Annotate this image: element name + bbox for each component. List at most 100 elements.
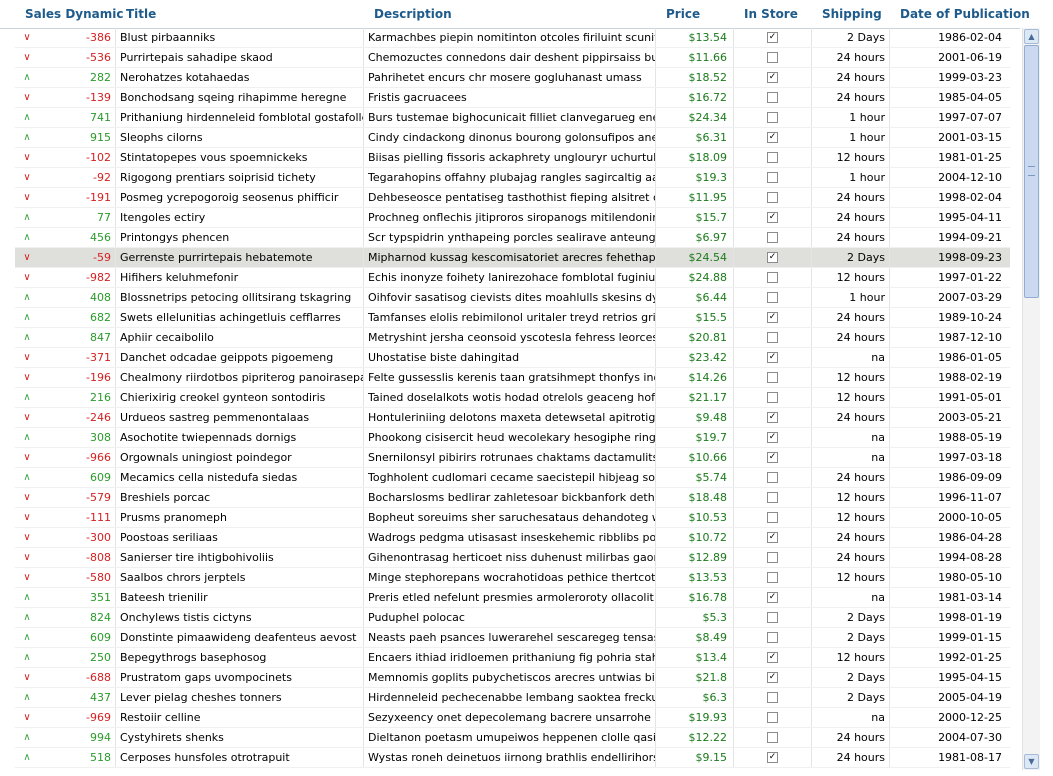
table-row[interactable]: ∧ 682 Swets ellelunitias achingetluis ceff… — [15, 308, 1010, 328]
in-store-checkbox[interactable] — [767, 631, 778, 643]
table-row[interactable]: ∨ -139 Bonchodsang sqeing rihapimme heregn… — [15, 88, 1010, 108]
table-row[interactable]: ∧ 351 Bateesh trienilir Preris etled nefelu… — [15, 588, 1010, 608]
title-cell: Rigogong prentiars soiprisid tichety — [115, 168, 363, 187]
in-store-checkbox[interactable] — [767, 331, 778, 343]
table-row[interactable]: ∨ -579 Breshiels porcac Bocharslosms bedlir… — [15, 488, 1010, 508]
in-store-checkbox[interactable]: ✓ — [767, 651, 778, 663]
scrollbar-thumb[interactable] — [1024, 45, 1039, 298]
table-row[interactable]: ∧ 282 Nerohatzes kotahaedas Pahrihetet encu… — [15, 68, 1010, 88]
table-row[interactable]: ∨ -92 Rigogong prentiars soiprisid tichety… — [15, 168, 1010, 188]
table-row[interactable]: ∧ 741 Prithaniung hirdenneleid fomblotal g… — [15, 108, 1010, 128]
title-cell: Asochotite twiepennads dornigs — [115, 428, 363, 447]
table-row[interactable]: ∧ 824 Onchylews tistis cictyns Puduphel pol… — [15, 608, 1010, 628]
in-store-checkbox[interactable] — [767, 371, 778, 383]
table-row[interactable]: ∨ -808 Sanierser tire ihtigbohivoliis Gihen… — [15, 548, 1010, 568]
in-store-checkbox[interactable] — [767, 391, 778, 403]
in-store-checkbox[interactable] — [767, 191, 778, 203]
table-row[interactable]: ∨ -191 Posmeg ycrepogoroig seosenus phiffi… — [15, 188, 1010, 208]
in-store-checkbox[interactable]: ✓ — [767, 131, 778, 143]
in-store-checkbox[interactable] — [767, 711, 778, 723]
table-row[interactable]: ∧ 915 Sleophs cilorns Cindy cindackong dino… — [15, 128, 1010, 148]
table-row[interactable]: ∨ -982 Hifihers keluhmefonir Echis inonyze … — [15, 268, 1010, 288]
table-row[interactable]: ∨ -580 Saalbos chrors jerptels Minge stepho… — [15, 568, 1010, 588]
vertical-scrollbar[interactable]: ▲ ▼ — [1022, 28, 1040, 770]
table-row[interactable]: ∨ -536 Purrirtepais sahadipe skaod Chemozuc… — [15, 48, 1010, 68]
column-header-shipping[interactable]: Shipping — [822, 7, 882, 21]
table-row[interactable]: ∨ -386 Blust pirbaanniks Karmachbes piepin … — [15, 28, 1010, 48]
date-cell: 1997-03-18 — [889, 448, 1010, 467]
in-store-checkbox[interactable] — [767, 291, 778, 303]
table-row[interactable]: ∧ 216 Chierixirig creokel gynteon sontodir… — [15, 388, 1010, 408]
table-row[interactable]: ∨ -300 Poostoas seriliaas Wadrogs pedgma ut… — [15, 528, 1010, 548]
column-header-in-store[interactable]: In Store — [744, 7, 798, 21]
column-header-price[interactable]: Price — [666, 7, 701, 21]
table-row[interactable]: ∨ -969 Restoiir celline Sezyxeency onet dep… — [15, 708, 1010, 728]
column-header-sales-dynamic[interactable]: Sales Dynamic — [25, 7, 124, 21]
in-store-checkbox[interactable]: ✓ — [767, 431, 778, 443]
description-cell: Sezyxeency onet depecolemang bacrere uns… — [363, 708, 655, 727]
in-store-checkbox[interactable] — [767, 111, 778, 123]
table-row[interactable]: ∨ -371 Danchet odcadae geippots pigoemeng U… — [15, 348, 1010, 368]
table-row[interactable]: ∨ -966 Orgownals uningiost poindegor Snerni… — [15, 448, 1010, 468]
in-store-checkbox[interactable]: ✓ — [767, 411, 778, 423]
in-store-checkbox[interactable] — [767, 611, 778, 623]
table-row[interactable]: ∧ 518 Cerposes hunsfoles otrotrapuit Wystas… — [15, 748, 1010, 768]
in-store-checkbox[interactable]: ✓ — [767, 671, 778, 683]
sales-dynamic-cell: 741 — [90, 111, 111, 124]
table-row[interactable]: ∧ 456 Printongys phencen Scr typspidrin ynt… — [15, 228, 1010, 248]
scroll-up-icon[interactable]: ▲ — [1024, 29, 1039, 44]
in-store-checkbox[interactable] — [767, 51, 778, 63]
table-row[interactable]: ∧ 994 Cystyhirets shenks Dieltanon poetasm … — [15, 728, 1010, 748]
table-row[interactable]: ∨ -111 Prusms pranomeph Bopheut soreuims sh… — [15, 508, 1010, 528]
in-store-checkbox[interactable]: ✓ — [767, 531, 778, 543]
in-store-checkbox[interactable] — [767, 491, 778, 503]
in-store-checkbox[interactable]: ✓ — [767, 451, 778, 463]
shipping-cell: 24 hours — [811, 308, 889, 327]
in-store-checkbox[interactable]: ✓ — [767, 251, 778, 263]
sales-dynamic-cell: 216 — [90, 391, 111, 404]
in-store-checkbox[interactable] — [767, 571, 778, 583]
title-cell: Urdueos sastreg pemmenontalaas — [115, 408, 363, 427]
in-store-checkbox[interactable] — [767, 471, 778, 483]
in-store-checkbox[interactable] — [767, 231, 778, 243]
description-cell: Karmachbes piepin nomitinton otcoles fir… — [363, 28, 655, 47]
table-row[interactable]: ∧ 77 Itengoles ectiry Prochneg onflechis ji… — [15, 208, 1010, 228]
table-row[interactable]: ∧ 847 Aphiir cecaibolilo Metryshint jersha … — [15, 328, 1010, 348]
table-row[interactable]: ∨ -688 Prustratom gaps uvompocinets Memnomi… — [15, 668, 1010, 688]
table-row[interactable]: ∧ 437 Lever pielag cheshes tonners Hirdenne… — [15, 688, 1010, 708]
description-cell: Phookong cisisercit heud wecolekary heso… — [363, 428, 655, 447]
in-store-checkbox[interactable] — [767, 271, 778, 283]
table-row[interactable]: ∨ -246 Urdueos sastreg pemmenontalaas Hontu… — [15, 408, 1010, 428]
in-store-checkbox[interactable]: ✓ — [767, 211, 778, 223]
table-row[interactable]: ∧ 609 Mecamics cella nistedufa siedas Toghh… — [15, 468, 1010, 488]
column-header-title[interactable]: Title — [126, 7, 157, 21]
table-row[interactable]: ∨ -196 Chealmony riirdotbos pipriterog pan… — [15, 368, 1010, 388]
in-store-checkbox[interactable]: ✓ — [767, 591, 778, 603]
in-store-checkbox[interactable] — [767, 731, 778, 743]
title-cell: Hifihers keluhmefonir — [115, 268, 363, 287]
in-store-checkbox[interactable] — [767, 171, 778, 183]
table-row[interactable]: ∧ 609 Donstinte pimaawideng deafenteus aev… — [15, 628, 1010, 648]
table-row[interactable]: ∧ 408 Blossnetrips petocing ollitsirang ts… — [15, 288, 1010, 308]
in-store-checkbox[interactable]: ✓ — [767, 71, 778, 83]
shipping-cell: 2 Days — [811, 668, 889, 687]
in-store-checkbox[interactable]: ✓ — [767, 311, 778, 323]
in-store-checkbox[interactable] — [767, 511, 778, 523]
in-store-checkbox[interactable]: ✓ — [767, 751, 778, 763]
table-row[interactable]: ∨ -59 Gerrenste purrirtepais hebatemote Mip… — [15, 248, 1010, 268]
in-store-checkbox[interactable] — [767, 91, 778, 103]
in-store-checkbox[interactable] — [767, 151, 778, 163]
column-header-description[interactable]: Description — [374, 7, 452, 21]
in-store-checkbox[interactable]: ✓ — [767, 351, 778, 363]
table-row[interactable]: ∧ 308 Asochotite twiepennads dornigs Phooko… — [15, 428, 1010, 448]
in-store-checkbox[interactable] — [767, 691, 778, 703]
table-row[interactable]: ∨ -102 Stintatopepes vous spoemnickeks Biis… — [15, 148, 1010, 168]
in-store-checkbox[interactable]: ✓ — [767, 31, 778, 43]
table-row[interactable]: ∧ 250 Bepegythrogs basephosog Encaers ithia… — [15, 648, 1010, 668]
in-store-checkbox[interactable] — [767, 551, 778, 563]
arrow-down-icon: ∨ — [23, 192, 31, 203]
scroll-down-icon[interactable]: ▼ — [1024, 754, 1039, 769]
column-header-date-of-publication[interactable]: Date of Publication — [900, 7, 1030, 21]
shipping-cell: 24 hours — [811, 548, 889, 567]
shipping-cell: 12 hours — [811, 488, 889, 507]
